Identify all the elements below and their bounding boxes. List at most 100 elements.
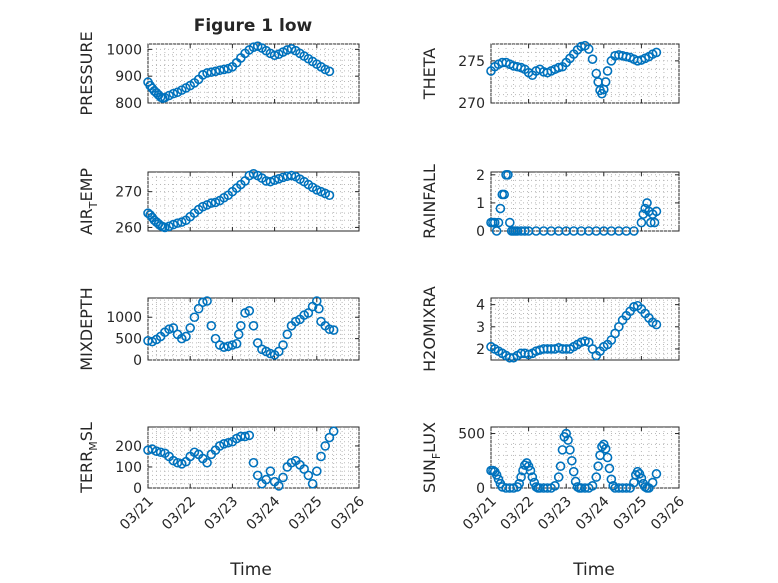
rainfall-data-point [503,170,513,180]
sun_flux-data-point [621,483,632,493]
sun_flux-data-point [567,455,577,466]
theta-ytick-label: 275 [458,54,485,70]
terr_msl-data-point [155,447,166,458]
theta-data-point [602,66,613,76]
rainfall-data-point [504,217,515,228]
terr_msl-data-point [328,426,339,437]
mixdepth-data-point [202,296,212,306]
subplot-rainfall: 0 1 2 RAINFALL [420,164,680,240]
sun_flux-y-label-part: F [430,453,443,459]
air_temp-data-point [168,219,179,230]
air_temp-data-point [286,170,297,181]
rainfall-y-axis-label: RAINFALL [420,164,439,239]
sun_flux-y-label-part: SUN [420,459,439,493]
air_temp-y-axis-label: AIRTEMP [77,168,100,235]
theta-data-point [587,54,598,64]
subplot-mixdepth: 0 500 1000 MIXDEPTH [77,287,360,371]
h2omixra-y-label-part: H2OMIXRA [420,286,439,372]
x-axis-label-left: Time [229,560,272,580]
pressure-data-point [210,66,221,77]
air_temp-axes-box [147,171,360,232]
air_temp-ytick-label: 260 [115,220,142,236]
sun_flux-data-point [568,466,579,477]
h2omixra-ytick-label: 2 [476,342,485,358]
mixdepth-data-point [278,340,288,350]
terr_msl-y-axis-label: TERRMSL [77,422,100,494]
terr_msl-data-point [252,470,263,481]
sun_flux-data-point [587,481,598,491]
theta-y-label-part: THETA [420,48,439,100]
rainfall-data-point [645,217,656,228]
terr_msl-data-point [244,430,255,441]
theta-data-point [583,44,594,54]
terr_msl-data-point [278,472,288,483]
rainfall-data-point [491,226,502,236]
theta-data-point [600,77,611,87]
terr_msl-data-point [299,464,309,474]
sun_flux-data-point [647,477,658,488]
terr_msl-data-point [311,466,322,476]
sun_flux-data-point [553,472,564,482]
terr_msl-y-label-part: SL [77,422,96,441]
mixdepth-data-point [282,329,293,340]
pressure-y-label-part: PRESSURE [77,31,96,115]
theta-y-axis-label: THETA [420,48,439,100]
rainfall-data-point [493,217,504,228]
h2omixra-y-axis-label: H2OMIXRA [420,286,439,372]
air_temp-ytick-label: 270 [115,185,142,201]
subplot-air_temp: 260 270 AIRTEMP [77,168,360,236]
h2omixra-data-point [651,319,662,330]
x-axis-label-right: Time [572,560,615,580]
sun_flux-data-point [514,478,525,489]
sun_flux-data-point [491,470,502,480]
terr_msl-data-point [274,481,284,491]
terr_msl-data-point [316,451,326,462]
sun_flux-data-point [565,445,575,455]
mixdepth-data-point [185,323,195,333]
mixdepth-data-point [328,325,339,335]
terr_msl-data-point [248,457,259,468]
rainfall-data-point [629,226,639,236]
subplot-pressure: 800 900 1000 PRESSURE [77,31,360,116]
air_temp-y-label-part: T [87,201,100,209]
mixdepth-ytick-label: 500 [115,332,142,348]
h2omixra-ytick-label: 3 [476,320,485,336]
terr_msl-y-label-part: M [87,441,100,451]
sun_flux-data-point [600,443,611,454]
sun_flux-y-label-part: LUX [420,422,439,453]
sun_flux-data-point [593,461,603,472]
sun_flux-data-point [606,474,617,485]
air_temp-y-label-part: EMP [77,168,96,202]
rainfall-y-label-part: RAINFALL [420,164,439,239]
sun_flux-data-point [636,473,647,483]
subplot-h2omixra: 2 3 4 H2OMIXRA [420,286,680,372]
pressure-data-point [269,50,280,61]
mixdepth-data-point [274,346,284,357]
sun_flux-data-point [523,461,534,472]
mixdepth-data-point [181,331,191,342]
pressure-data-point [219,64,229,75]
terr_msl-data-point [223,437,233,448]
rainfall-data-point [651,206,662,217]
sun_flux-data-point [604,463,615,474]
sun_flux-data-point [602,452,613,463]
rainfall-data-point [649,217,660,228]
air_temp-data-point [274,173,284,184]
terr_msl-data-point [261,474,271,485]
mixdepth-data-point [324,324,335,335]
mixdepth-data-point [164,324,174,335]
rainfall-ytick-label: 1 [476,196,485,212]
terr_msl-axes-box [147,426,360,489]
sun_flux-data-point [598,439,609,450]
terr_msl-data-point [219,439,229,449]
sun_flux-data-point [493,474,504,485]
sun_flux-data-point [555,461,566,472]
mixdepth-data-point [231,338,242,349]
rainfall-ytick-label: 2 [476,168,485,184]
terr_msl-data-point [307,478,318,489]
pressure-data-point [168,88,179,99]
air_temp-data-point [324,190,335,201]
mixdepth-data-point [244,306,255,316]
